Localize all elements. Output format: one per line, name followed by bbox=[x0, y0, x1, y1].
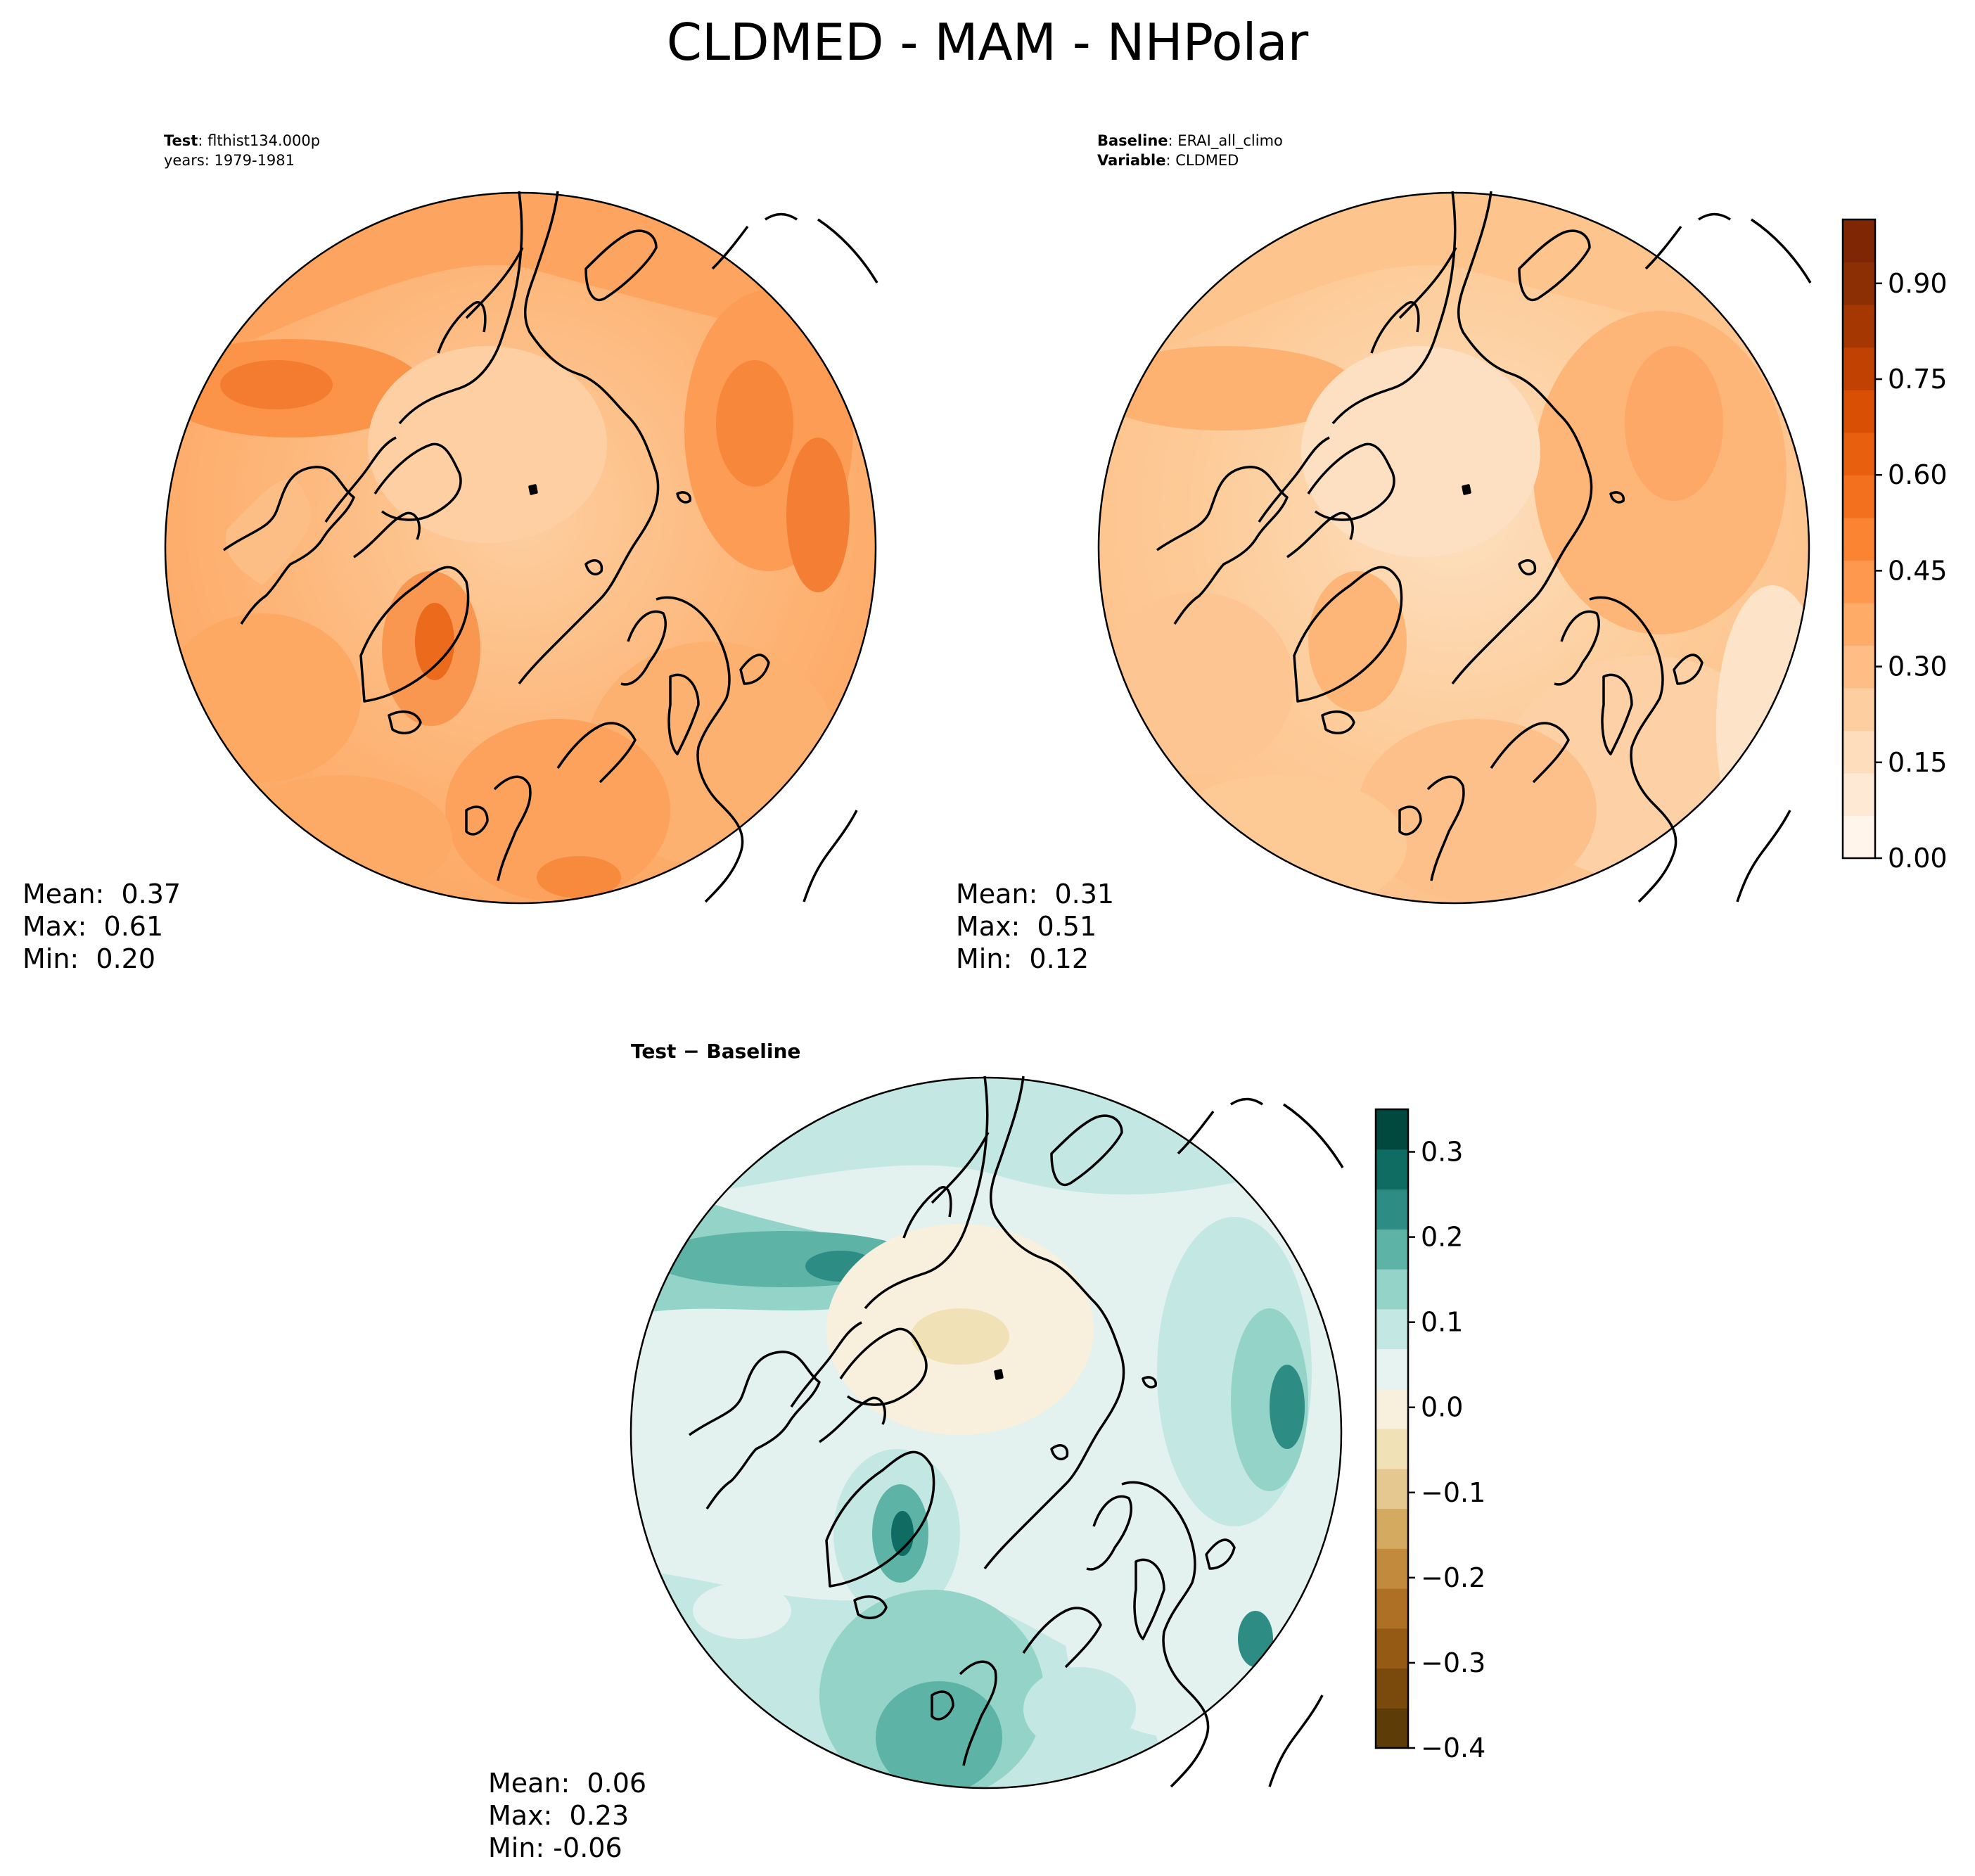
diff-map bbox=[629, 1076, 1344, 1789]
main-colorbar-segment bbox=[1843, 517, 1875, 561]
diff-colorbar-segment bbox=[1376, 1468, 1408, 1510]
baseline-min: Min: 0.12 bbox=[956, 943, 1089, 974]
main-colorbar-tick-label: 0.75 bbox=[1888, 364, 1948, 395]
diff-colorbar-segment bbox=[1376, 1229, 1408, 1270]
diff-colorbar-segment bbox=[1376, 1548, 1408, 1589]
diff-coastlines bbox=[688, 1076, 1344, 1788]
diff-max: Max: 0.23 bbox=[488, 1800, 629, 1831]
main-colorbar-segment bbox=[1843, 432, 1875, 476]
baseline-max: Max: 0.51 bbox=[956, 911, 1097, 942]
test-map bbox=[164, 191, 878, 905]
diff-colorbar-tick-label: −0.1 bbox=[1421, 1477, 1485, 1508]
main-colorbar-segment bbox=[1843, 262, 1875, 305]
main-colorbar: 0.00 0.15 0.30 0.45 0.60 0.75 0.90 bbox=[1841, 218, 1948, 874]
main-colorbar-segment bbox=[1843, 687, 1875, 731]
test-label-key: Test bbox=[164, 132, 198, 149]
diff-colorbar-segment bbox=[1376, 1149, 1408, 1190]
test-mean: Mean: 0.37 bbox=[23, 879, 181, 910]
diff-min: Min: -0.06 bbox=[488, 1832, 622, 1863]
baseline-stats: Mean: 0.31 Max: 0.51 Min: 0.12 bbox=[956, 878, 1114, 975]
baseline-mean: Mean: 0.31 bbox=[956, 879, 1115, 910]
baseline-label-value: ERAI_all_climo bbox=[1177, 132, 1283, 149]
main-colorbar-segment bbox=[1843, 815, 1875, 859]
test-label-value: flthist134.000p bbox=[207, 132, 321, 149]
test-min: Min: 0.20 bbox=[23, 943, 155, 974]
diff-colorbar-frame bbox=[1374, 1108, 1410, 1749]
main-colorbar-tick-label: 0.45 bbox=[1888, 555, 1948, 586]
figure-title: CLDMED - MAM - NHPolar bbox=[666, 13, 1309, 72]
main-colorbar-segment bbox=[1843, 305, 1875, 348]
diff-colorbar-segment bbox=[1376, 1429, 1408, 1469]
diff-colorbar-segment bbox=[1376, 1189, 1408, 1230]
test-years: years: 1979-1981 bbox=[164, 152, 295, 169]
main-colorbar-segment bbox=[1843, 645, 1875, 689]
diff-colorbar-segment bbox=[1376, 1708, 1408, 1749]
test-max: Max: 0.61 bbox=[23, 911, 164, 942]
main-colorbar-tick-label: 0.15 bbox=[1888, 747, 1948, 778]
main-colorbar-segment bbox=[1843, 219, 1875, 263]
diff-colorbar-tick-label: 0.2 bbox=[1421, 1222, 1463, 1253]
main-colorbar-segment bbox=[1843, 347, 1875, 390]
diff-colorbar-tick-label: 0.3 bbox=[1421, 1137, 1463, 1168]
diff-colorbar-tick-label: 0.1 bbox=[1421, 1307, 1463, 1338]
baseline-coastlines bbox=[1156, 191, 1812, 903]
diff-colorbar-segment bbox=[1376, 1308, 1408, 1350]
main-colorbar-segment bbox=[1843, 772, 1875, 817]
diff-colorbar-segment bbox=[1376, 1269, 1408, 1310]
main-colorbar-segment bbox=[1843, 730, 1875, 774]
diff-colorbar-segment bbox=[1376, 1109, 1408, 1150]
main-colorbar-segment bbox=[1843, 560, 1875, 604]
baseline-label-key: Baseline bbox=[1097, 132, 1168, 149]
diff-colorbar-segment bbox=[1376, 1508, 1408, 1549]
main-colorbar-tick-label: 0.00 bbox=[1888, 843, 1948, 874]
diff-colorbar-tick-label: −0.2 bbox=[1421, 1562, 1485, 1593]
main-colorbar-tick-label: 0.30 bbox=[1888, 651, 1948, 682]
diff-colorbar-segment bbox=[1376, 1348, 1408, 1389]
main-colorbar-segment bbox=[1843, 390, 1875, 433]
diff-colorbar-segment bbox=[1376, 1628, 1408, 1669]
baseline-map bbox=[1097, 191, 1812, 905]
diff-colorbar-tick-label: 0.0 bbox=[1421, 1392, 1463, 1423]
main-colorbar-segment bbox=[1843, 602, 1875, 646]
main-colorbar-segment bbox=[1843, 475, 1875, 518]
main-colorbar-tick-label: 0.90 bbox=[1888, 268, 1948, 299]
main-colorbar-frame bbox=[1841, 218, 1877, 860]
test-stats: Mean: 0.37 Max: 0.61 Min: 0.20 bbox=[23, 878, 181, 975]
variable-label-value: CLDMED bbox=[1175, 152, 1239, 169]
diff-colorbar-tick-label: −0.3 bbox=[1421, 1647, 1485, 1678]
diff-colorbar-segment bbox=[1376, 1389, 1408, 1429]
diff-stats: Mean: 0.06 Max: 0.23 Min: -0.06 bbox=[488, 1767, 646, 1864]
diff-colorbar-segment bbox=[1376, 1588, 1408, 1629]
diff-colorbar-tick-label: −0.4 bbox=[1421, 1733, 1485, 1763]
test-panel-label: Test: flthist134.000p years: 1979-1981 bbox=[164, 132, 321, 169]
diff-colorbar: −0.4 −0.3 −0.2 −0.1 0.0 0.1 0.2 0.3 bbox=[1374, 1108, 1485, 1763]
baseline-panel-label: Baseline: ERAI_all_climo Variable: CLDME… bbox=[1097, 132, 1283, 169]
main-colorbar-tick-label: 0.60 bbox=[1888, 459, 1948, 490]
diff-mean: Mean: 0.06 bbox=[488, 1768, 647, 1799]
variable-label-key: Variable bbox=[1097, 152, 1166, 169]
diff-panel-title: Test − Baseline bbox=[631, 1040, 801, 1063]
test-coastlines bbox=[222, 191, 878, 903]
diff-colorbar-segment bbox=[1376, 1668, 1408, 1709]
